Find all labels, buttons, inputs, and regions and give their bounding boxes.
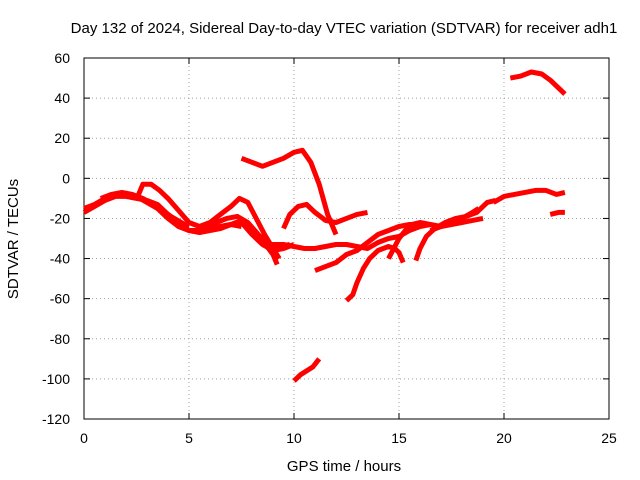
y-tick-label: -40 [50, 251, 70, 267]
series-line-s14 [413, 197, 497, 262]
y-tick-label: -120 [42, 411, 70, 427]
grid-lines [84, 58, 609, 419]
x-tick-label: 5 [185, 430, 193, 446]
y-tick-label: -100 [42, 371, 70, 387]
series-line-s12 [344, 244, 406, 303]
series-line-s19 [292, 357, 322, 383]
series-line-s16 [492, 187, 566, 205]
y-axis-label: SDTVAR / TECUs [5, 179, 22, 299]
y-tick-label: 60 [54, 50, 70, 66]
series-line-s15 [429, 215, 484, 233]
y-tick-label: 40 [54, 90, 70, 106]
series-line-s4 [136, 181, 282, 260]
x-tick-label: 25 [601, 430, 617, 446]
plot-frame [83, 57, 610, 420]
series-line-s6 [198, 220, 295, 253]
y-tick-label: 20 [54, 130, 70, 146]
y-tick-label: -80 [50, 331, 70, 347]
y-tick-labels: -120 -100 -80 -60 -40 -20 0 20 40 60 [42, 50, 70, 427]
series-group [82, 69, 567, 383]
x-tick-label: 0 [80, 430, 88, 446]
series-line-s11 [314, 222, 420, 273]
series-line-s17 [549, 209, 565, 217]
y-tick-label: -20 [50, 210, 70, 226]
x-tick-label: 15 [391, 430, 407, 446]
series-line-s9 [281, 201, 368, 230]
x-axis-label: GPS time / hours [287, 458, 401, 475]
x-tick-label: 20 [496, 430, 512, 446]
x-tick-labels: 0 5 10 15 20 25 [80, 430, 617, 446]
axis-ticks [83, 57, 610, 420]
x-tick-label: 10 [286, 430, 302, 446]
chart-title: Day 132 of 2024, Sidereal Day-to-day VTE… [71, 20, 618, 37]
y-tick-label: 0 [62, 170, 70, 186]
series-line-s18 [509, 69, 567, 96]
y-tick-label: -60 [50, 291, 70, 307]
series-line-s8 [240, 147, 339, 236]
